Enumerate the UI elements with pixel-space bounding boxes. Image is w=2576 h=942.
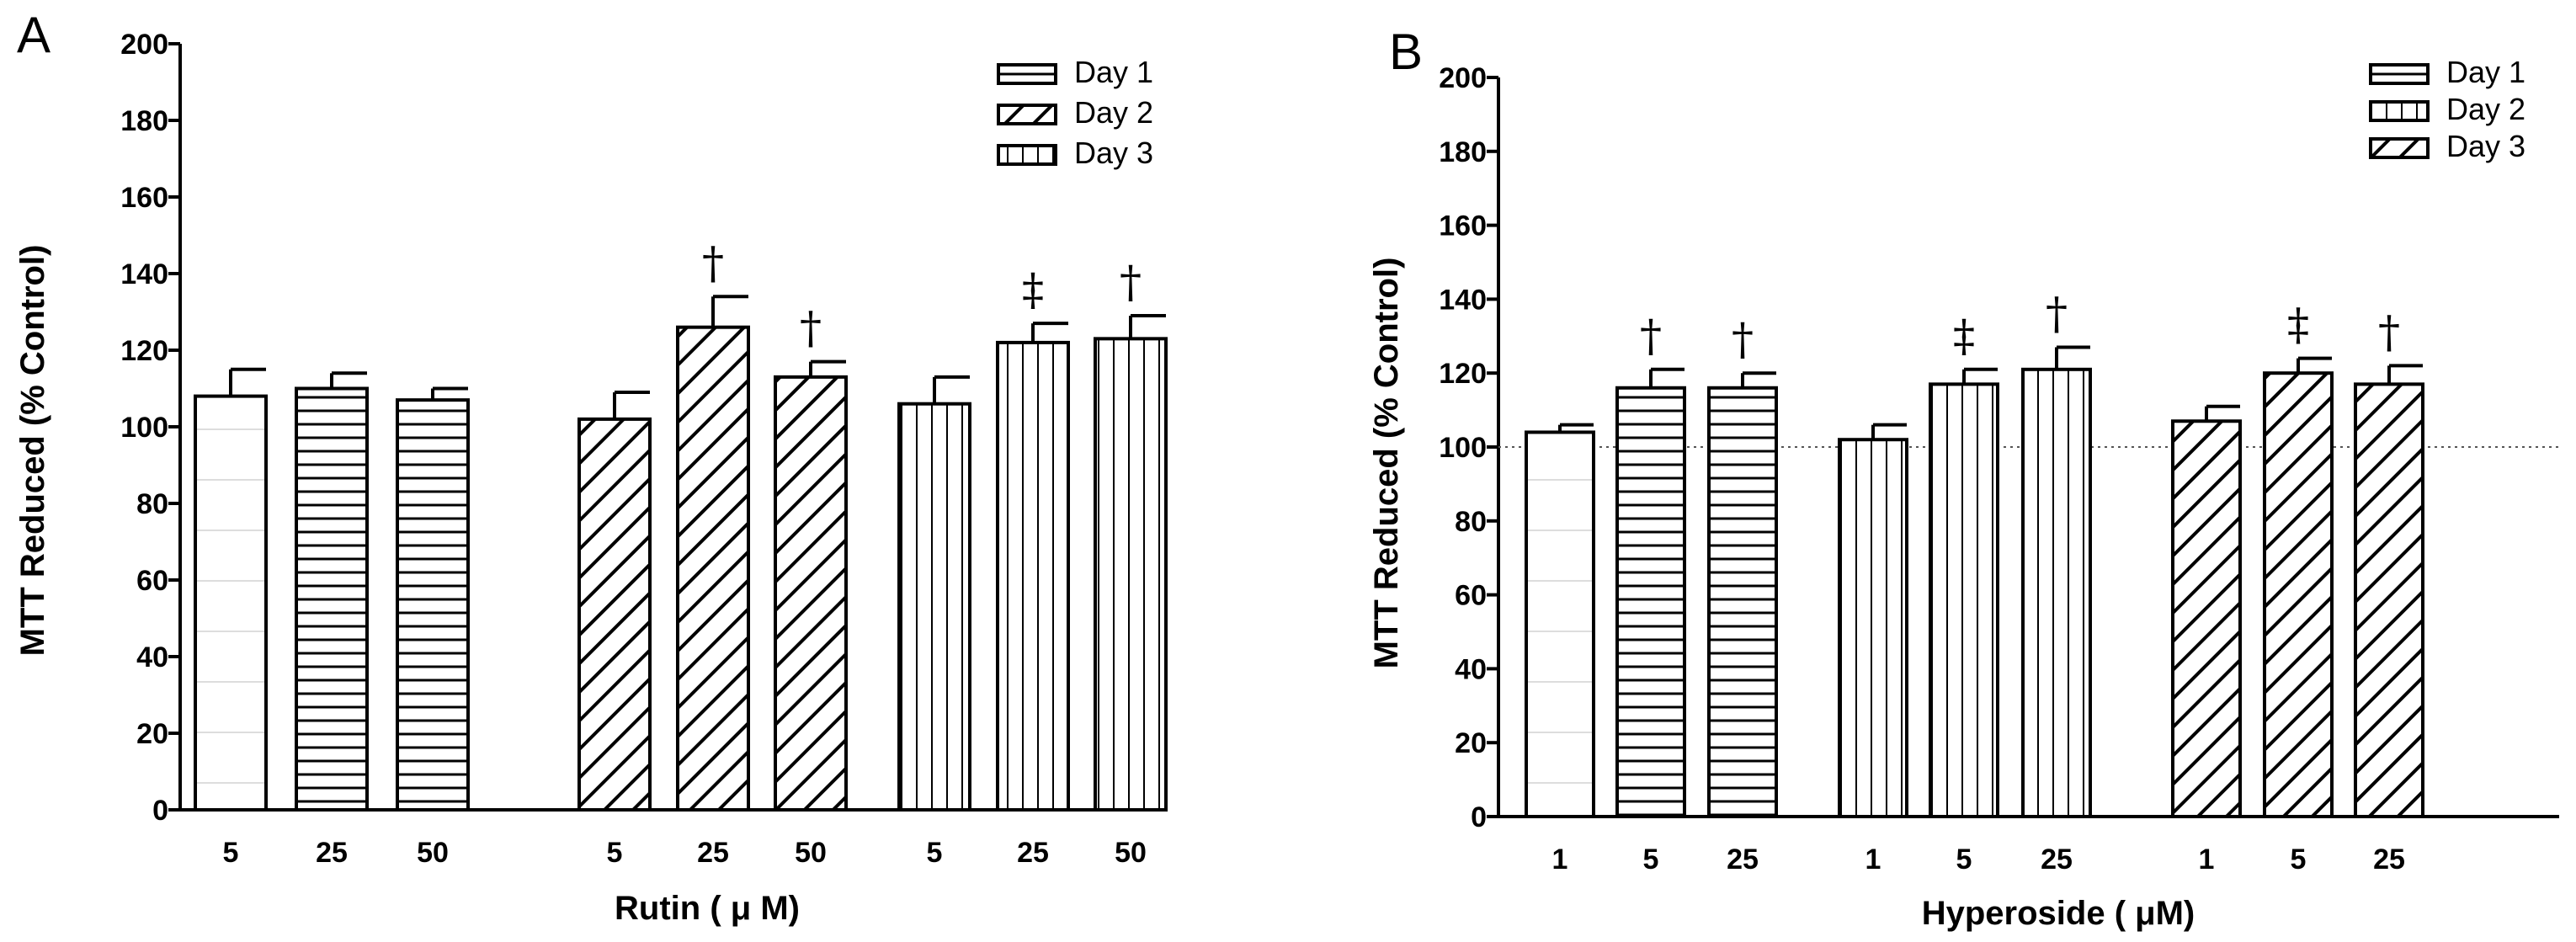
y-tick-label: 0 bbox=[152, 795, 168, 827]
bars: 5 25 50 5 25 † 50 † 5 25 ‡ 50 † bbox=[194, 238, 1168, 869]
y-tick-label: 20 bbox=[1455, 727, 1487, 759]
significance-marker: † bbox=[1640, 311, 1662, 362]
bar bbox=[676, 325, 750, 812]
bar bbox=[577, 417, 652, 812]
x-tick-label: 50 bbox=[417, 837, 449, 869]
legend-label: Day 1 bbox=[1074, 55, 1153, 89]
significance-marker: ‡ bbox=[1022, 265, 1044, 316]
bar bbox=[1525, 430, 1595, 818]
y-tick-label: 80 bbox=[1455, 506, 1487, 538]
x-tick-label: 1 bbox=[1865, 844, 1881, 875]
y-tick-label: 100 bbox=[120, 412, 168, 444]
legend-label: Day 3 bbox=[2446, 129, 2525, 163]
y-axis-label: MTT Reduced (% Control) bbox=[14, 245, 51, 657]
legend-swatch bbox=[997, 104, 1057, 125]
x-tick-label: 25 bbox=[1727, 844, 1759, 875]
y-tick-label: 140 bbox=[120, 258, 168, 290]
y-tick-label: 120 bbox=[120, 335, 168, 367]
y-tick-label: 200 bbox=[120, 29, 168, 61]
significance-marker: † bbox=[800, 304, 822, 354]
legend-label: Day 3 bbox=[1074, 136, 1153, 170]
bar bbox=[2263, 371, 2334, 818]
x-tick-label: 25 bbox=[697, 837, 729, 869]
y-tick-label: 180 bbox=[1439, 136, 1487, 168]
y-tick-label: 40 bbox=[136, 641, 168, 673]
legend-swatch bbox=[997, 144, 1057, 166]
x-tick-label: 5 bbox=[1956, 844, 1972, 875]
significance-marker: † bbox=[2378, 307, 2400, 358]
bars: 1 5 † 25 † 1 5 ‡ 25 † 1 5 ‡ 25 † bbox=[1525, 289, 2424, 875]
legend-label: Day 2 bbox=[2446, 92, 2525, 126]
significance-marker: ‡ bbox=[1953, 311, 1975, 362]
legend: Day 1 Day 2 Day 3 bbox=[997, 55, 1153, 170]
x-axis-label: Rutin ( μ M) bbox=[615, 890, 800, 927]
panel-label: B bbox=[1389, 24, 1423, 80]
x-tick-label: 25 bbox=[2041, 844, 2073, 875]
bar bbox=[396, 398, 470, 812]
x-tick-label: 5 bbox=[607, 837, 623, 869]
y-tick-label: 180 bbox=[120, 105, 168, 137]
x-tick-label: 50 bbox=[795, 837, 827, 869]
x-tick-label: 25 bbox=[1017, 837, 1049, 869]
x-tick-label: 1 bbox=[1552, 844, 1568, 875]
panel-label: A bbox=[17, 7, 51, 63]
legend-swatch bbox=[2369, 63, 2430, 85]
x-tick-label: 1 bbox=[2199, 844, 2215, 875]
y-tick-label: 0 bbox=[1471, 801, 1487, 833]
bar bbox=[774, 375, 848, 812]
x-tick-label: 5 bbox=[2291, 844, 2307, 875]
y-tick-label: 60 bbox=[1455, 580, 1487, 612]
significance-marker: † bbox=[2046, 289, 2068, 339]
y-tick-label: 140 bbox=[1439, 284, 1487, 316]
bar bbox=[1707, 386, 1778, 818]
panel-b: B MTT Reduced (% Control) Hyperoside ( μ… bbox=[1368, 24, 2559, 932]
legend-swatch bbox=[997, 63, 1057, 85]
x-tick-label: 25 bbox=[316, 837, 348, 869]
significance-marker: ‡ bbox=[2287, 301, 2309, 351]
bar bbox=[295, 386, 369, 812]
y-tick-label: 100 bbox=[1439, 432, 1487, 464]
x-tick-label: 50 bbox=[1115, 837, 1147, 869]
bar bbox=[1094, 337, 1168, 812]
x-axis-label: Hyperoside ( μM) bbox=[1922, 895, 2195, 932]
x-tick-label: 5 bbox=[927, 837, 943, 869]
x-tick-label: 25 bbox=[2373, 844, 2405, 875]
y-tick-label: 160 bbox=[1439, 210, 1487, 242]
panel-a: A MTT Reduced (% Control) Rutin ( μ M) 0… bbox=[14, 7, 1168, 927]
bar bbox=[996, 340, 1070, 812]
bar bbox=[194, 394, 268, 812]
bar bbox=[2354, 382, 2424, 818]
y-tick-label: 80 bbox=[136, 488, 168, 520]
bar bbox=[897, 402, 971, 812]
legend-label: Day 1 bbox=[2446, 55, 2525, 89]
bar bbox=[1929, 382, 1999, 818]
significance-marker: † bbox=[1732, 315, 1754, 365]
y-tick-label: 40 bbox=[1455, 653, 1487, 685]
y-tick-label: 160 bbox=[120, 182, 168, 214]
y-tick-label: 20 bbox=[136, 718, 168, 750]
bar bbox=[2021, 367, 2092, 818]
significance-marker: † bbox=[1120, 258, 1142, 308]
bar bbox=[2171, 419, 2242, 818]
y-axis-label: MTT Reduced (% Control) bbox=[1368, 258, 1405, 669]
y-tick-label: 120 bbox=[1439, 358, 1487, 390]
bar bbox=[1838, 438, 1908, 818]
bar bbox=[1615, 386, 1686, 818]
x-tick-label: 5 bbox=[223, 837, 239, 869]
legend-swatch bbox=[2369, 100, 2430, 122]
y-tick-label: 200 bbox=[1439, 62, 1487, 94]
significance-marker: † bbox=[702, 238, 724, 289]
y-tick-label: 60 bbox=[136, 565, 168, 597]
x-tick-label: 5 bbox=[1643, 844, 1659, 875]
legend-label: Day 2 bbox=[1074, 95, 1153, 130]
legend-swatch bbox=[2369, 137, 2430, 159]
